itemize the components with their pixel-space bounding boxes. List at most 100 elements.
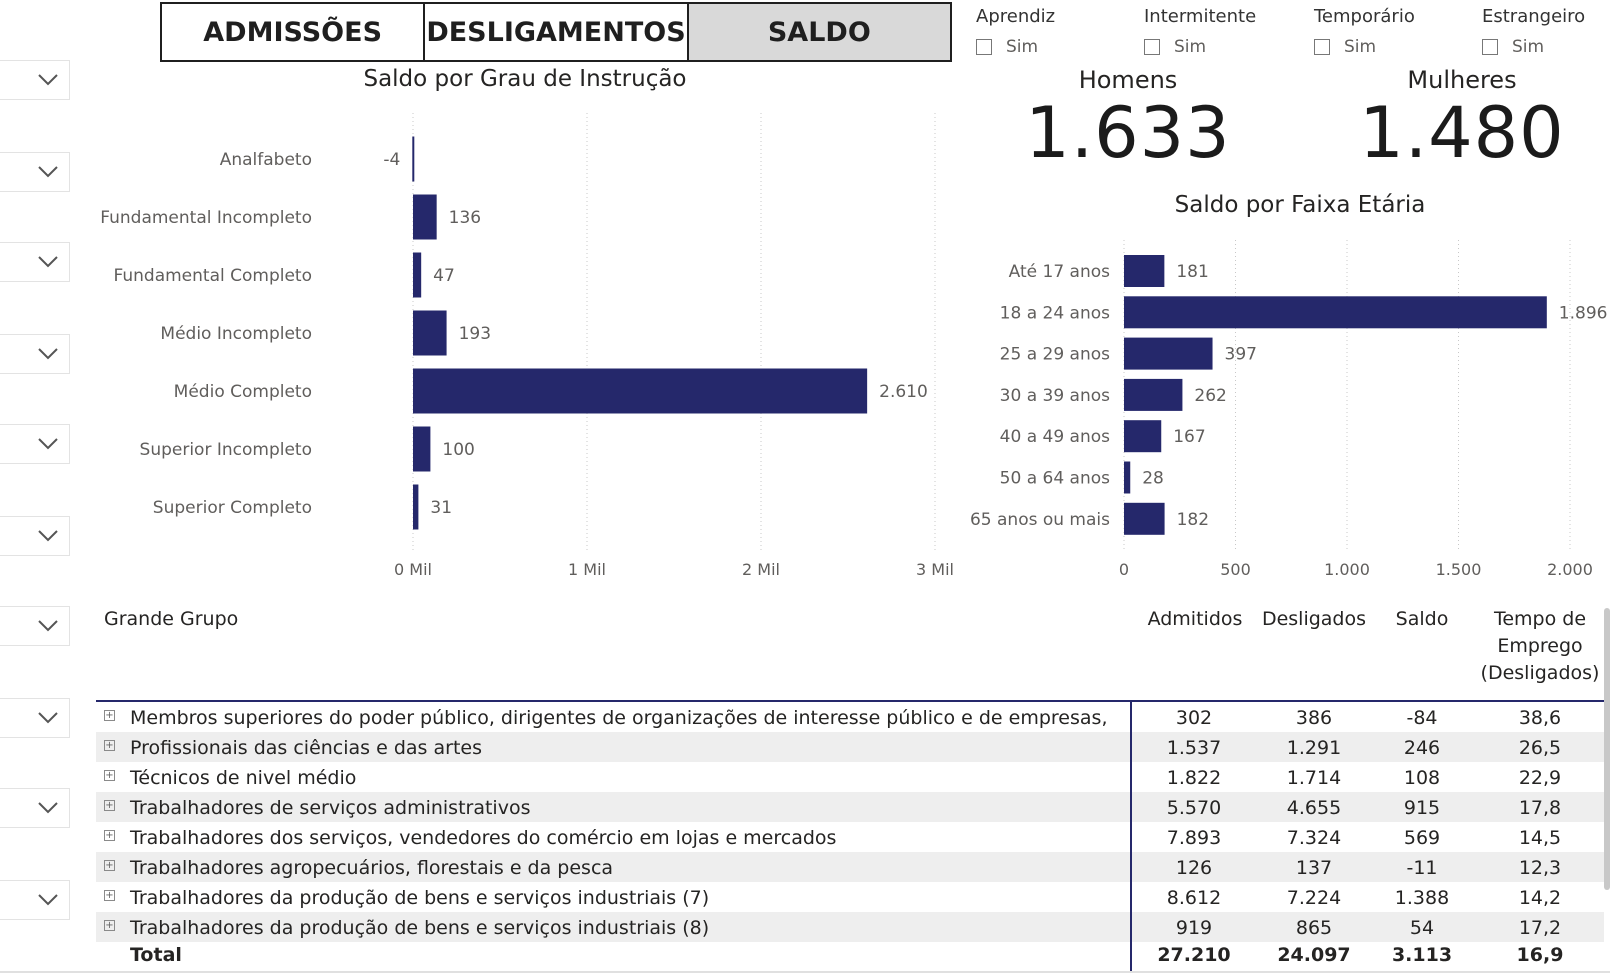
tab-desligamentos[interactable]: DESLIGAMENTOS bbox=[423, 4, 686, 60]
filter-aprendiz: Aprendiz Sim bbox=[976, 6, 1055, 57]
x-tick-label: 1 Mil bbox=[568, 560, 606, 579]
bar bbox=[1124, 255, 1165, 287]
slicer-dropdown[interactable] bbox=[0, 698, 70, 738]
cell-admitidos: 919 bbox=[1175, 917, 1213, 939]
header-divider bbox=[96, 700, 1604, 702]
bar bbox=[413, 426, 431, 472]
header-admitidos[interactable]: Admitidos bbox=[1147, 608, 1243, 630]
expand-icon[interactable]: + bbox=[104, 710, 115, 721]
category-label: 50 a 64 anos bbox=[1000, 469, 1110, 489]
filter-label: Aprendiz bbox=[976, 6, 1056, 27]
header-saldo[interactable]: Saldo bbox=[1395, 608, 1449, 630]
cell-saldo: 246 bbox=[1403, 737, 1441, 759]
category-label: 25 a 29 anos bbox=[1000, 345, 1110, 365]
bar bbox=[1124, 337, 1213, 370]
slicer-dropdown[interactable] bbox=[0, 334, 70, 374]
cell-admitidos: 1.537 bbox=[1166, 737, 1222, 759]
chevron-down-icon bbox=[38, 802, 58, 814]
checkbox-label: Sim bbox=[1512, 37, 1545, 57]
kpi-homens-label: Homens bbox=[1078, 66, 1178, 94]
chevron-down-icon bbox=[38, 530, 58, 542]
slicer-dropdown[interactable] bbox=[0, 880, 70, 920]
bar bbox=[1124, 420, 1162, 453]
total-admitidos: 27.210 bbox=[1157, 944, 1231, 966]
bar bbox=[413, 484, 419, 530]
category-label: Superior Completo bbox=[153, 498, 312, 518]
x-tick-label: 500 bbox=[1220, 560, 1251, 579]
chevron-down-icon bbox=[38, 166, 58, 178]
x-tick-label: 0 Mil bbox=[394, 560, 432, 579]
cell-grupo: Técnicos de nivel médio bbox=[130, 767, 357, 789]
cell-grupo: Profissionais das ciências e das artes bbox=[130, 737, 482, 759]
chevron-down-icon bbox=[38, 894, 58, 906]
header-tempo-line: Tempo de bbox=[1493, 608, 1587, 630]
chevron-down-icon bbox=[38, 620, 58, 632]
header-grande-grupo[interactable]: Grande Grupo bbox=[104, 608, 239, 630]
expand-icon[interactable]: + bbox=[104, 770, 115, 781]
x-tick-label: 2.000 bbox=[1547, 560, 1593, 579]
total-label: Total bbox=[130, 944, 182, 966]
cell-tempo: 22,9 bbox=[1518, 767, 1562, 789]
total-tempo: 16,9 bbox=[1516, 944, 1564, 966]
cell-saldo: 569 bbox=[1403, 827, 1441, 849]
category-label: Fundamental Completo bbox=[114, 266, 312, 286]
cell-tempo: 26,5 bbox=[1518, 737, 1562, 759]
table-row[interactable]: + Profissionais das ciências e das artes… bbox=[96, 732, 1604, 762]
cell-tempo: 17,2 bbox=[1518, 917, 1562, 939]
slicer-dropdown[interactable] bbox=[0, 424, 70, 464]
checkbox-label: Sim bbox=[1006, 37, 1039, 57]
cell-grupo: Membros superiores do poder público, dir… bbox=[130, 707, 1108, 729]
data-label: 47 bbox=[433, 266, 455, 286]
filter-label: Estrangeiro bbox=[1482, 6, 1586, 27]
table-row[interactable]: + Trabalhadores dos serviços, vendedores… bbox=[96, 822, 1604, 852]
slicer-dropdown[interactable] bbox=[0, 60, 70, 100]
expand-icon[interactable]: + bbox=[104, 860, 115, 871]
checkbox-option[interactable]: Sim bbox=[1482, 37, 1585, 57]
checkbox-option[interactable]: Sim bbox=[1314, 37, 1415, 57]
checkbox[interactable] bbox=[1314, 39, 1330, 55]
tab-saldo[interactable]: SALDO bbox=[686, 4, 950, 60]
slicer-dropdown[interactable] bbox=[0, 516, 70, 556]
category-label: 30 a 39 anos bbox=[1000, 386, 1110, 406]
bar bbox=[413, 194, 437, 240]
header-tempo-line: Emprego bbox=[1497, 635, 1583, 657]
chart-faixa: 0 500 1.000 1.500 2.000 Até 17 anos 181 18 a 24… bbox=[970, 240, 1608, 579]
expand-icon[interactable]: + bbox=[104, 800, 115, 811]
slicer-dropdown[interactable] bbox=[0, 242, 70, 282]
expand-icon[interactable]: + bbox=[104, 740, 115, 751]
table-row[interactable]: + Técnicos de nivel médio 1.822 1.714 10… bbox=[96, 762, 1604, 792]
checkbox[interactable] bbox=[1482, 39, 1498, 55]
category-label: Médio Completo bbox=[174, 382, 312, 402]
expand-icon[interactable]: + bbox=[104, 890, 115, 901]
slicer-dropdown[interactable] bbox=[0, 606, 70, 646]
cell-desligados: 1.291 bbox=[1286, 737, 1342, 759]
cell-saldo: 108 bbox=[1403, 767, 1441, 789]
header-tempo-emprego[interactable]: Tempo de Emprego (Desligados) bbox=[1476, 606, 1604, 687]
total-desligados: 24.097 bbox=[1277, 944, 1351, 966]
checkbox-option[interactable]: Sim bbox=[976, 37, 1055, 57]
cell-desligados: 137 bbox=[1295, 857, 1333, 879]
kpi-mulheres-value: 1.480 bbox=[1359, 92, 1565, 174]
cell-saldo: 915 bbox=[1403, 797, 1441, 819]
data-label: 1.896 bbox=[1559, 303, 1608, 323]
tab-admissoes[interactable]: ADMISSÕES bbox=[203, 16, 383, 48]
slicer-dropdown[interactable] bbox=[0, 788, 70, 828]
table-row[interactable]: + Membros superiores do poder público, d… bbox=[96, 702, 1604, 732]
cell-desligados: 4.655 bbox=[1286, 797, 1342, 819]
table-row[interactable]: + Trabalhadores da produção de bens e se… bbox=[96, 912, 1604, 942]
cell-grupo: Trabalhadores dos serviços, vendedores d… bbox=[130, 827, 837, 849]
table-row[interactable]: + Trabalhadores de serviços administrati… bbox=[96, 792, 1604, 822]
table-scrollbar[interactable] bbox=[1604, 608, 1610, 890]
category-label: 65 anos ou mais bbox=[970, 510, 1110, 530]
checkbox-option[interactable]: Sim bbox=[1144, 37, 1256, 57]
checkbox[interactable] bbox=[976, 39, 992, 55]
chevron-down-icon bbox=[38, 74, 58, 86]
checkbox[interactable] bbox=[1144, 39, 1160, 55]
expand-icon[interactable]: + bbox=[104, 920, 115, 931]
table-row[interactable]: + Trabalhadores agropecuários, florestai… bbox=[96, 852, 1604, 882]
header-desligados[interactable]: Desligados bbox=[1261, 608, 1367, 630]
table-row[interactable]: + Trabalhadores da produção de bens e se… bbox=[96, 882, 1604, 912]
cell-desligados: 7.224 bbox=[1286, 887, 1342, 909]
expand-icon[interactable]: + bbox=[104, 830, 115, 841]
slicer-dropdown[interactable] bbox=[0, 152, 70, 192]
